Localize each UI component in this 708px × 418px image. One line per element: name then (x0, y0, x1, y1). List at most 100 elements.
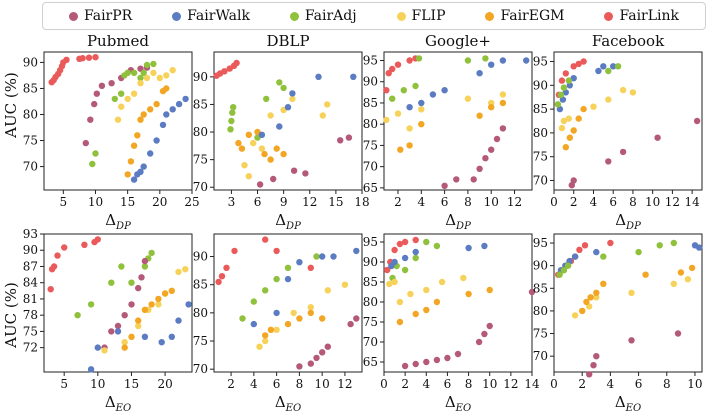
point-fairegm (141, 306, 149, 313)
x-axis-label-subscript: DP (115, 221, 131, 232)
point-fairegm (562, 144, 569, 151)
point-fairegm (161, 290, 169, 297)
x-tick-label: 0 (550, 195, 558, 209)
x-tick-label: 3 (228, 195, 236, 209)
point-fairlink (406, 57, 413, 64)
point-fairadj (313, 253, 320, 260)
point-fairegm (262, 332, 269, 339)
x-tick-label: 4 (417, 195, 425, 209)
point-fairpr (605, 158, 612, 165)
point-fairpr (528, 288, 536, 296)
point-flip (619, 86, 627, 94)
point-fairlink (384, 266, 391, 274)
x-tick-label: 6 (609, 195, 617, 209)
point-fairwalk (273, 309, 280, 317)
point-flip (684, 276, 692, 283)
panel-4: 72 75 78 81 84 87 90 93 5 10 15 20 ΔEO (23, 227, 193, 414)
point-fairegm (465, 290, 472, 298)
x-axis-label-subscript: DP (455, 221, 471, 232)
legend-marker-fairpr (68, 11, 78, 21)
point-flip (438, 278, 446, 286)
x-tick-label: 8 (663, 377, 671, 391)
x-tick-label: 10 (88, 195, 103, 209)
point-flip (245, 173, 252, 180)
point-flip (169, 67, 176, 74)
panel-1: DBLP 70 75 80 85 90 3 6 9 12 15 18 ΔDP (193, 32, 370, 232)
x-tick-label: 20 (157, 377, 172, 391)
y-tick-label: 80 (363, 295, 378, 309)
point-fairwalk (441, 87, 448, 94)
point-fairadj (670, 239, 677, 247)
y-tick-label: 93 (23, 227, 38, 241)
point-flip (182, 266, 189, 273)
point-fairadj (140, 69, 147, 77)
point-fairwalk (296, 259, 303, 266)
x-axis-label: ΔEO (445, 393, 471, 414)
point-fairpr (82, 139, 90, 147)
plot-frame (553, 51, 703, 191)
point-fairadj (284, 264, 292, 271)
point-fairlink (221, 68, 228, 75)
point-fairegm (155, 295, 162, 303)
legend: FairPR FairWalk FairAdj FLIP FairEGM Fai… (42, 2, 706, 30)
x-axis-label: ΔDP (445, 211, 471, 232)
point-fairadj (128, 279, 135, 286)
y-tick-label: 87 (23, 259, 38, 273)
x-tick-label: 10 (645, 195, 660, 209)
x-tick-label: 6 (635, 377, 643, 391)
point-fairadj (280, 84, 287, 92)
point-fairwalk (168, 333, 175, 340)
point-fairlink (63, 56, 70, 63)
point-fairadj (564, 262, 572, 269)
point-fairwalk (276, 123, 283, 130)
x-tick-label: 14 (684, 195, 700, 209)
point-fairwalk (391, 258, 398, 266)
point-fairegm (587, 294, 594, 301)
x-axis-label-symbol: Δ (275, 211, 286, 229)
panel-title: DBLP (266, 32, 309, 50)
point-flip (560, 117, 568, 125)
point-fairadj (415, 55, 423, 62)
point-fairegm (238, 145, 246, 152)
point-fairpr (98, 82, 106, 90)
point-fairwalk (570, 75, 577, 82)
point-fairlink (273, 247, 280, 255)
point-fairadj (656, 242, 663, 249)
panel-3: Facebook 70 75 80 85 90 95 0 2 4 6 8 10 12 14 ΔDP (533, 32, 703, 232)
y-tick-label: 75 (533, 150, 548, 164)
x-tick-label: 10 (482, 377, 497, 391)
point-fairwalk (481, 242, 488, 250)
point-fairwalk (289, 90, 296, 97)
point-fairlink (85, 54, 93, 61)
point-fairpr (454, 350, 462, 358)
point-fairegm (137, 116, 144, 123)
x-tick-label: 5 (59, 195, 67, 209)
point-fairegm (135, 317, 142, 324)
x-tick-label: 14 (524, 377, 540, 391)
point-fairadj (118, 90, 125, 97)
y-tick-label: 85 (533, 102, 548, 116)
point-fairpr (307, 360, 314, 367)
y-tick-label: 70 (193, 362, 208, 376)
y-tick-label: 75 (533, 327, 548, 341)
y-tick-label: 85 (193, 97, 208, 111)
point-fairadj (433, 242, 441, 250)
point-fairegm (319, 315, 326, 322)
point-fairlink (262, 236, 269, 243)
point-fairpr (114, 322, 122, 330)
plot-frame (43, 233, 193, 373)
y-tick-label: 90 (193, 250, 208, 264)
point-flip (319, 112, 326, 119)
y-tick-label: 81 (23, 292, 38, 306)
point-fairlink (233, 59, 240, 67)
y-tick-label: 75 (193, 153, 208, 167)
point-fairadj (412, 82, 419, 90)
y-tick-label: 95 (533, 236, 548, 250)
x-axis-label: ΔEO (275, 393, 301, 414)
point-fairadj (250, 298, 257, 305)
point-fairpr (256, 181, 264, 188)
x-tick-label: 15 (120, 195, 135, 209)
point-flip (386, 280, 393, 288)
point-flip (571, 312, 579, 319)
point-flip (143, 74, 151, 82)
